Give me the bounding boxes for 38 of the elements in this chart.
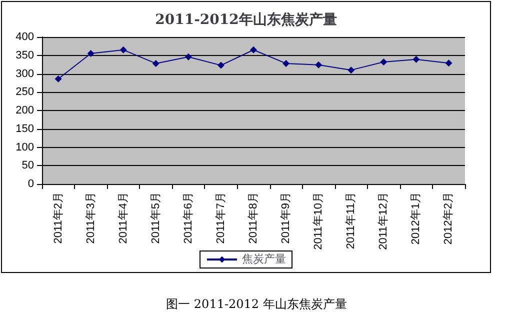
- point: [380, 58, 388, 66]
- point: [412, 56, 420, 63]
- point: [282, 60, 290, 67]
- point: [184, 53, 192, 60]
- x-tick-label: 2011年9月: [280, 192, 292, 244]
- y-tick-label: 250: [16, 86, 34, 98]
- x-tick-label: 2012年2月: [442, 192, 455, 245]
- y-tick-label: 300: [16, 68, 34, 80]
- x-tick-label: 2011年10月: [312, 192, 325, 250]
- point: [54, 75, 62, 82]
- y-tick-label: 0: [28, 178, 34, 190]
- point: [315, 61, 322, 68]
- point: [217, 62, 224, 69]
- point: [87, 50, 94, 58]
- point: [348, 66, 355, 74]
- y-tick-label: 200: [16, 104, 34, 116]
- point: [445, 60, 452, 67]
- x-tick-label: 2011年2月: [52, 192, 64, 244]
- y-tick-label: 400: [16, 31, 34, 43]
- point: [250, 46, 257, 54]
- point: [120, 46, 127, 54]
- x-tick-label: 2011年7月: [214, 192, 227, 244]
- chart-title: 2011-2012年山东焦炭产量: [155, 11, 337, 28]
- y-tick-label: 350: [16, 49, 34, 62]
- x-tick-label: 2012年1月: [410, 192, 422, 245]
- legend-label: 焦炭产量: [242, 252, 286, 266]
- y-tick-label: 150: [16, 122, 34, 135]
- point: [152, 60, 160, 67]
- y-tick-label: 50: [22, 160, 34, 172]
- y-tick-label: 100: [16, 141, 34, 154]
- x-tick-label: 2011年6月: [182, 192, 194, 244]
- x-tick-label: 2011年11月: [345, 192, 358, 250]
- x-tick-label: 2011年12月: [378, 192, 390, 250]
- x-tick-label: 2011年5月: [150, 192, 162, 244]
- x-tick-label: 2011年8月: [248, 192, 260, 244]
- x-tick-label: 2011年3月: [84, 192, 97, 244]
- x-tick-label: 2011年4月: [117, 192, 130, 244]
- text: 图一 2011-2012 年山东焦炭产量: [165, 296, 348, 313]
